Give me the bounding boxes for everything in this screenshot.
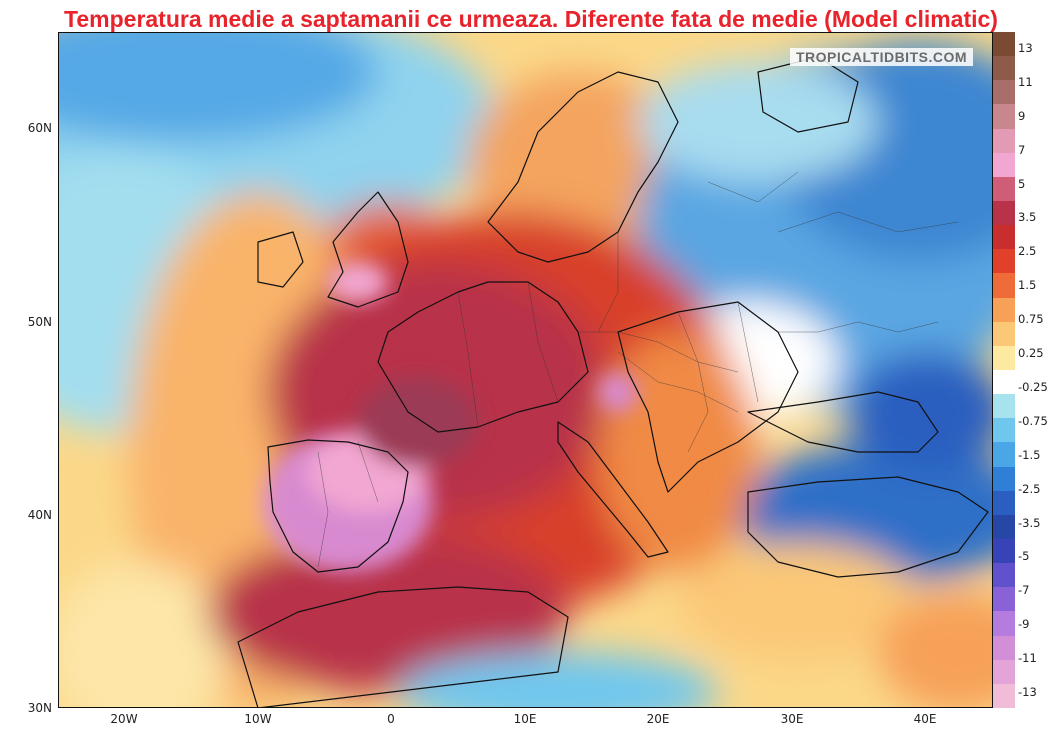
lat-tick-label: 40N <box>27 508 52 522</box>
colorbar-tick-label: -5 <box>1018 549 1030 564</box>
sahara-cool-area <box>398 652 718 708</box>
chart-title: Temperatura medie a saptamanii ce urmeaz… <box>64 6 998 32</box>
colorbar-tick-label: 11 <box>1018 74 1033 89</box>
colorbar-tick-label: -0.25 <box>1018 379 1048 394</box>
colorbar-segment <box>993 490 1015 516</box>
east-med-mild-area <box>678 542 918 662</box>
colorbar-tick-label: -3.5 <box>1018 515 1041 530</box>
lon-tick-label: 40E <box>913 712 937 726</box>
colorbar-segment <box>993 563 1015 588</box>
anomaly-map <box>58 32 993 708</box>
colorbar-tick-label: 0.75 <box>1018 312 1044 327</box>
colorbar-tick-label: 5 <box>1018 176 1026 191</box>
borders <box>317 171 959 568</box>
colorbar-tick-label: -11 <box>1018 651 1037 666</box>
colorbar-segment <box>993 225 1015 250</box>
watermark-label: TROPICALTIDBITS.COM <box>790 48 974 66</box>
colorbar-segment <box>993 249 1015 274</box>
anatolia-outline <box>747 476 989 578</box>
colorbar-segment <box>993 635 1015 661</box>
italy-outline <box>557 421 669 558</box>
lat-tick-label: 30N <box>27 701 52 715</box>
middle-east-warm-area <box>878 592 993 708</box>
alps-hotspot <box>598 372 638 412</box>
baltic-cool-area <box>638 62 878 182</box>
colorbar-tick-label: 7 <box>1018 142 1026 157</box>
colorbar-tick-label: 2.5 <box>1018 244 1037 259</box>
colorbar-segment <box>993 539 1015 564</box>
colorbar-segment <box>993 659 1015 685</box>
colorbar-segment <box>993 104 1015 130</box>
colorbar-tick-label: -2.5 <box>1018 481 1041 496</box>
colorbar-segment <box>993 176 1015 202</box>
colorbar-segment <box>993 56 1015 81</box>
colorbar-segment <box>993 32 1015 57</box>
colorbar-segment <box>993 370 1015 395</box>
colorbar-segment <box>993 683 1015 709</box>
map-canvas <box>58 32 993 708</box>
ireland-outline <box>257 231 304 288</box>
colorbar-tick-label: -9 <box>1018 617 1030 632</box>
colorbar-segment <box>993 128 1015 154</box>
colorbar-segment <box>993 587 1015 612</box>
colorbar-tick-label: -13 <box>1018 685 1037 699</box>
colorbar-tick-label: 0.25 <box>1018 346 1044 361</box>
colorbar-tick-label: 3.5 <box>1018 210 1037 225</box>
colorbar-segment <box>993 514 1015 540</box>
south-france-extreme-area <box>358 377 478 467</box>
colorbar-segment <box>993 611 1015 637</box>
lon-tick-label: 20W <box>110 712 138 726</box>
colorbar-segment <box>993 297 1015 323</box>
colorbar-segment <box>993 466 1015 492</box>
colorbar-tick-label: -1.5 <box>1018 447 1041 462</box>
colorbar-segment <box>993 394 1015 419</box>
colorbar-tick-label: -7 <box>1018 583 1030 598</box>
scandinavia-outline <box>487 71 679 263</box>
great-britain-outline <box>327 191 409 308</box>
france-germany-outline <box>377 281 589 433</box>
balkans-warm-area <box>598 332 758 572</box>
colorbar-segment <box>993 418 1015 443</box>
lat-tick-label: 60N <box>27 121 52 135</box>
lon-tick-label: 10W <box>244 712 272 726</box>
iberia-outline <box>267 439 409 573</box>
map-frame <box>58 32 993 708</box>
scandinavia-warm-area <box>468 72 688 252</box>
black-sea-cold-area <box>848 352 993 472</box>
lat-tick-label: 50N <box>27 315 52 329</box>
colorbar-segment <box>993 201 1015 226</box>
lon-tick-label: 10E <box>513 712 537 726</box>
black-sea-outline <box>747 391 939 453</box>
colorbar-tick-label: 13 <box>1018 41 1033 55</box>
colorbar-segment <box>993 321 1015 347</box>
lon-tick-label: 30E <box>780 712 804 726</box>
colorbar-segment <box>993 442 1015 468</box>
colorbar-segment <box>993 80 1015 105</box>
sw-ocean-mild-area <box>58 562 228 708</box>
colorbar <box>993 32 1015 709</box>
far-north-cool-area <box>58 32 378 142</box>
colorbar-tick-label: -0.75 <box>1018 413 1048 428</box>
colorbar-segment <box>993 152 1015 178</box>
north-africa-hot-area <box>208 532 568 692</box>
colorbar-segment <box>993 345 1015 371</box>
lon-tick-label: 0 <box>387 712 395 726</box>
coastlines <box>237 56 989 708</box>
colorbar-segment <box>993 273 1015 299</box>
lon-tick-label: 20E <box>646 712 670 726</box>
north-africa-outline <box>237 586 569 708</box>
colorbar-tick-label: 1.5 <box>1018 278 1037 293</box>
colorbar-tick-label: 9 <box>1018 108 1026 123</box>
